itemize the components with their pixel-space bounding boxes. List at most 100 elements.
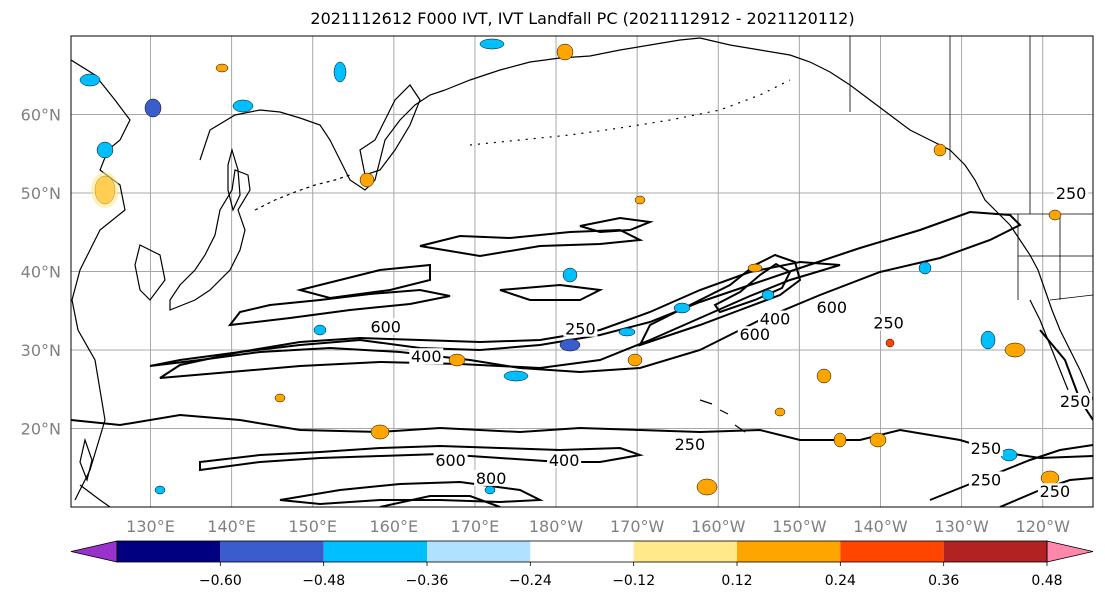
colorbar: −0.60 −0.48 −0.36 −0.24 −0.12 0.12 0.24 0.36 0.4…: [70, 540, 1094, 589]
contour-mid-north: [419, 228, 644, 258]
lat-tick-label: 40°N: [21, 263, 61, 282]
lat-labels: 60°N 50°N 40°N 30°N 20°N: [21, 106, 61, 439]
pc-patch: [503, 370, 529, 382]
colorbar-tick-label: 0.12: [721, 573, 752, 589]
pc-patch: [618, 327, 636, 337]
coastlines-north-america: [469, 37, 1093, 433]
pc-patch: [556, 43, 574, 61]
contour-label: 600: [817, 298, 848, 317]
contour-upper-mid: [499, 283, 604, 301]
lon-tick-label: 160°E: [369, 517, 418, 536]
contour-baja-250: [1039, 329, 1093, 421]
contour-label: 250: [1060, 392, 1091, 411]
pc-patch: [1048, 209, 1062, 221]
contour-label: 250: [565, 320, 596, 339]
coastline-okhotsk: [199, 89, 446, 191]
lon-tick-label: 170°W: [610, 517, 665, 536]
lon-tick-label: 120°W: [1016, 517, 1071, 536]
pc-patch: [833, 432, 847, 448]
coastline-taiwan: [79, 437, 93, 482]
contour-label-bg: [1037, 483, 1072, 500]
contour-label-bg: [758, 310, 793, 327]
contour-label: 250: [971, 470, 1002, 489]
lon-labels: 130°E 140°E 150°E 160°E 170°E 180°W 170°W 160°W…: [126, 517, 1070, 536]
colorbar-segment: [633, 541, 737, 562]
lat-tick-label: 30°N: [21, 341, 61, 360]
coastline-west-coast: [1009, 224, 1093, 401]
lat-tick-label: 60°N: [21, 106, 61, 125]
contour-label-bg: [474, 469, 509, 486]
colorbar-segment: [323, 541, 427, 562]
colorbar-tick-label: −0.36: [406, 573, 449, 589]
contour-upper-west: [227, 288, 451, 327]
contour-label: 400: [760, 310, 791, 329]
coastline-hawaii: [699, 399, 746, 433]
pc-patch: [696, 478, 718, 496]
coastline-philippines: [79, 484, 111, 507]
colorbar-segment: [530, 541, 634, 562]
pc-patch: [562, 267, 578, 283]
contour-label-bg: [563, 320, 598, 337]
contour-label-bg: [409, 348, 444, 365]
pc-patch: [215, 63, 229, 73]
colorbar-extend-max: [1046, 540, 1094, 563]
pc-patch: [918, 261, 932, 275]
contour-label-bg: [871, 314, 906, 331]
lon-tick-label: 160°W: [691, 517, 746, 536]
contour-label: 400: [411, 347, 442, 366]
pc-patch: [313, 324, 327, 336]
coastline-kamchatka: [359, 84, 421, 176]
coastline-alaska: [699, 37, 1011, 226]
contour-tropic-250: [71, 413, 1093, 460]
contour-tropic-600: [279, 480, 544, 506]
pc-patch: [144, 98, 162, 118]
contour-label: 400: [549, 451, 580, 470]
ivt-contours: [71, 210, 1093, 507]
contour-label: 800: [476, 469, 507, 488]
lon-tick-label: 180°W: [529, 517, 584, 536]
page-title: 2021112612 F000 IVT, IVT Landfall PC (20…: [310, 9, 855, 28]
lon-tick-label: 140°W: [853, 517, 908, 536]
contour-label: 250: [1056, 184, 1087, 203]
colorbar-segment: [427, 541, 531, 562]
contour-tropic-400: [199, 444, 644, 472]
contour-label-bg: [1058, 392, 1093, 409]
coastline-sakhalin: [227, 147, 241, 212]
pc-patch: [634, 195, 646, 205]
contour-label: 250: [873, 313, 904, 332]
contour-tropic-800: [379, 495, 501, 507]
coastline-asia-mainland: [71, 59, 131, 501]
pc-patch: [885, 338, 895, 348]
colorbar-tick-label: 0.36: [928, 573, 959, 589]
contour-label-bg: [433, 451, 468, 468]
lon-tick-label: 150°E: [288, 517, 337, 536]
pc-patch: [559, 338, 581, 352]
colorbar-tick-label: 0.24: [825, 573, 856, 589]
pc-patch: [1000, 448, 1018, 462]
contour-label: 600: [739, 325, 770, 344]
pc-patch: [232, 99, 254, 113]
coastline-korea: [134, 244, 166, 301]
contour-label: 250: [1040, 482, 1071, 501]
colorbar-segment: [117, 541, 221, 562]
pc-patch: [91, 172, 119, 208]
pc-patch: [274, 393, 286, 403]
map-frame: [70, 35, 1094, 508]
contour-label: 600: [435, 451, 466, 470]
colorbar-tick-label: −0.24: [509, 573, 552, 589]
contour-250-main: [149, 210, 1022, 374]
border-us-mexico: [1049, 294, 1093, 301]
pc-patches: [79, 38, 1062, 496]
contour-label-bg: [968, 471, 1003, 488]
lon-tick-label: 170°E: [451, 517, 500, 536]
lon-tick-label: 140°E: [207, 517, 256, 536]
coastlines: [71, 37, 701, 507]
pc-patch: [627, 353, 643, 367]
contour-label-bg: [968, 440, 1003, 457]
border-us-states: [1017, 214, 1093, 300]
colorbar-segment: [943, 541, 1047, 562]
pc-patch: [448, 353, 466, 367]
pc-patch: [869, 432, 887, 448]
contour-label-bg: [1054, 184, 1089, 201]
